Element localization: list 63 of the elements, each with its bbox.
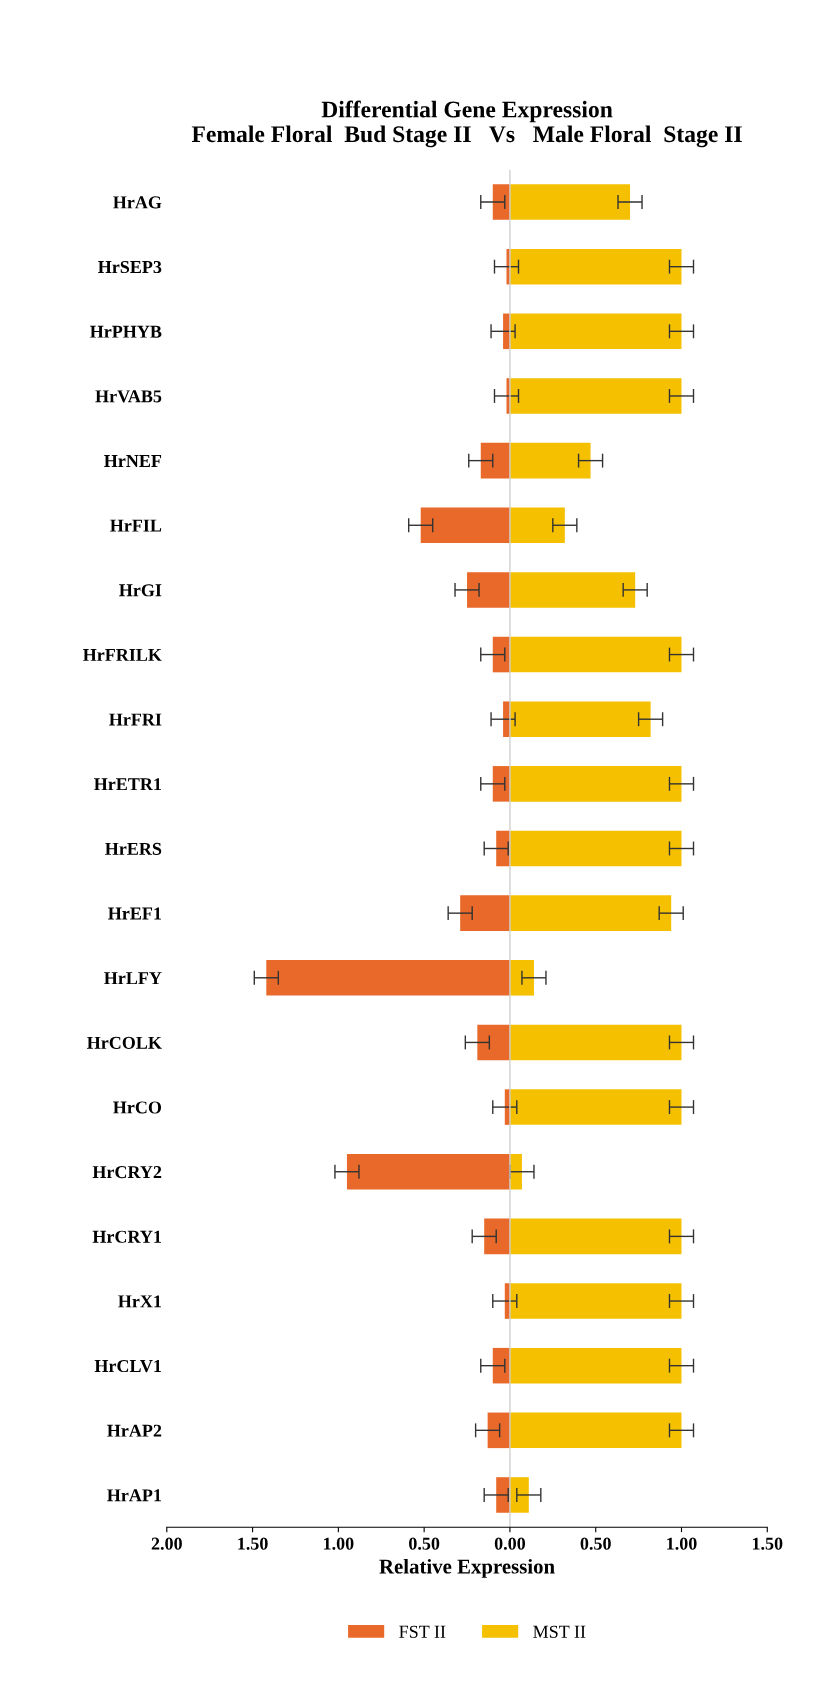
y-tick-label: HrFRILK [83, 649, 162, 661]
bar [346, 1153, 510, 1190]
x-tick-label: 1.50 [238, 1537, 268, 1550]
x-tick-label: 1.00 [324, 1537, 354, 1550]
y-tick-label: HrPHYB [90, 325, 162, 338]
bar [460, 895, 510, 931]
y-tick-label: HrCRY1 [92, 1230, 161, 1243]
bar [509, 1283, 682, 1319]
legend-label: MST II [533, 1625, 586, 1638]
bar [509, 378, 682, 414]
legend-label: FST II [399, 1625, 446, 1638]
y-tick-label: HrSEP3 [98, 260, 162, 274]
bar [509, 830, 682, 867]
x-tick-label: 1.50 [752, 1537, 783, 1550]
bar [509, 248, 682, 285]
y-tick-label: HrNEF [104, 455, 162, 467]
x-tick-label: 1.00 [667, 1537, 697, 1550]
x-tick-label: 2.00 [151, 1537, 182, 1550]
y-tick-label: HrCLV1 [94, 1359, 161, 1373]
bar [509, 960, 534, 996]
bar [509, 507, 565, 544]
y-tick-label: HrEF1 [108, 907, 161, 920]
bar [480, 442, 510, 479]
y-tick-label: HrVAB5 [95, 390, 162, 403]
bar [484, 1218, 510, 1255]
bar [509, 636, 682, 673]
y-tick-label: HrX1 [118, 1295, 161, 1308]
y-tick-label: HrCO [113, 1101, 162, 1114]
y-tick-label: HrAP2 [107, 1424, 162, 1437]
x-axis-title: Relative Expression [379, 1558, 555, 1578]
bar [509, 1024, 682, 1061]
bar [509, 1412, 682, 1449]
y-tick-label: HrETR1 [94, 778, 161, 791]
bar [509, 184, 631, 220]
bar [509, 442, 591, 479]
y-tick-label: HrAG [113, 196, 162, 209]
bar [509, 766, 682, 802]
bar [509, 1218, 682, 1255]
y-tick-label: HrCOLK [87, 1036, 162, 1049]
x-tick-label: 0.00 [494, 1537, 526, 1550]
bar [477, 1024, 510, 1061]
chart-title: Differential Gene Expression Female Floral Bud Stage II Vs Male Floral Stage II [191, 100, 742, 148]
y-tick-label: HrERS [105, 842, 162, 855]
bar [509, 1089, 682, 1125]
bar [420, 507, 510, 544]
bar [509, 895, 672, 931]
bar [492, 636, 510, 673]
bar [509, 1347, 682, 1384]
bar [266, 960, 510, 996]
y-tick-label: HrLFY [104, 972, 162, 985]
y-tick-label: HrFIL [110, 519, 162, 532]
x-tick-label: 0.50 [580, 1537, 611, 1550]
bar [467, 572, 510, 608]
y-tick-label: HrFRI [109, 713, 162, 726]
bar [509, 313, 682, 350]
bar [509, 701, 651, 737]
x-tick-label: 0.50 [409, 1537, 440, 1550]
y-tick-label: HrCRY2 [92, 1166, 162, 1179]
bar [487, 1412, 510, 1449]
y-tick-label: HrAP1 [107, 1489, 162, 1502]
bar [509, 572, 636, 608]
y-tick-label: HrGI [119, 584, 162, 597]
bar [492, 1347, 510, 1384]
